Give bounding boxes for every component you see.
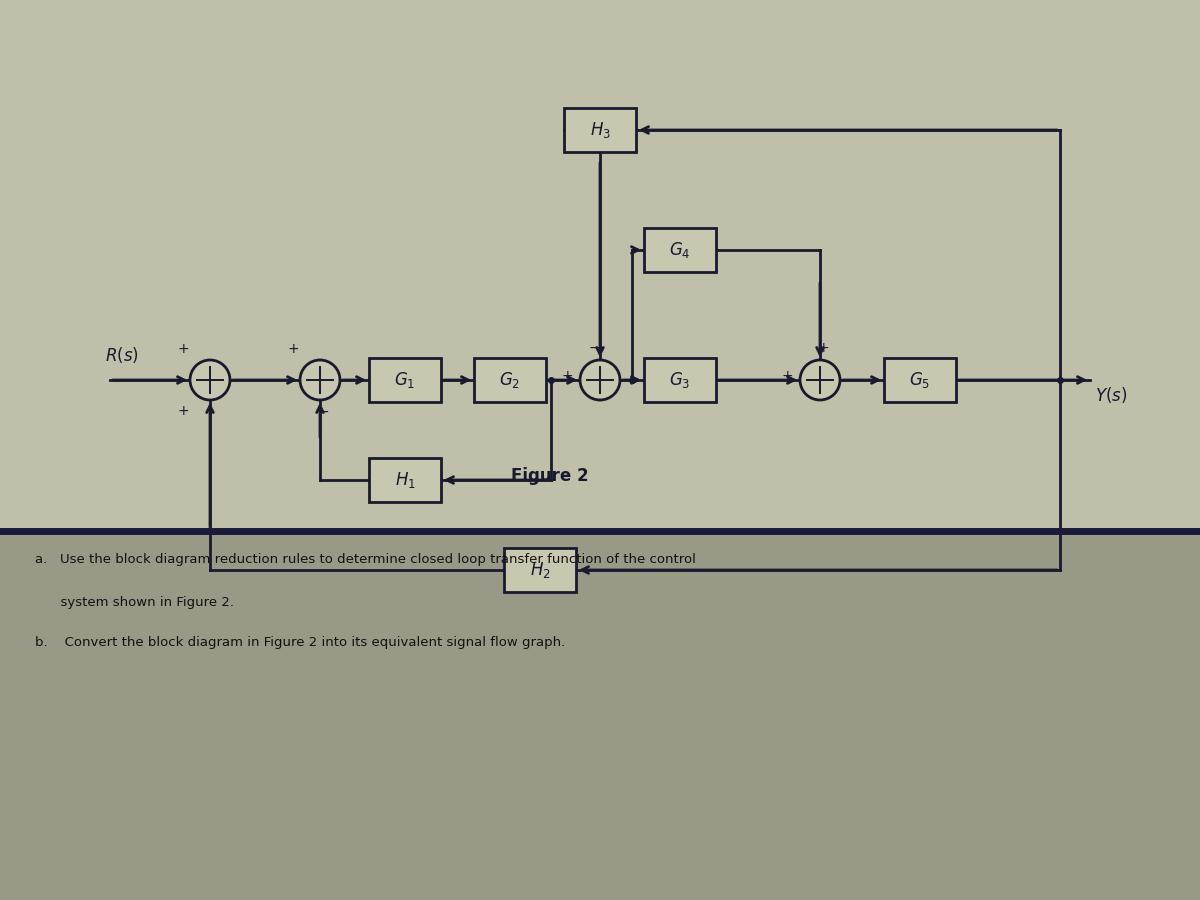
Text: $G_2$: $G_2$ [499,370,521,390]
Text: $H_1$: $H_1$ [395,470,415,490]
Text: $G_3$: $G_3$ [670,370,691,390]
Bar [644,228,716,272]
Bar [370,358,442,402]
Circle shape [800,360,840,400]
Text: −: − [588,341,600,355]
Text: $Y(s)$: $Y(s)$ [1096,385,1127,405]
Bar [504,548,576,592]
Text: +: + [287,342,299,356]
Text: $G_4$: $G_4$ [670,240,691,260]
Circle shape [300,360,340,400]
Text: $H_3$: $H_3$ [589,120,611,140]
Text: +: + [781,369,793,383]
Bar [564,108,636,152]
Text: −: − [317,405,329,419]
Text: +: + [178,404,188,418]
Bar [0,531,1200,900]
Bar [474,358,546,402]
Text: $G_5$: $G_5$ [910,370,931,390]
Text: $G_1$: $G_1$ [395,370,415,390]
Text: +: + [178,342,188,356]
Text: $R(s)$: $R(s)$ [106,345,139,365]
Text: system shown in Figure 2.: system shown in Figure 2. [35,596,234,609]
Text: a.   Use the block diagram reduction rules to determine closed loop transfer fun: a. Use the block diagram reduction rules… [35,553,696,566]
Bar [644,358,716,402]
Text: +: + [562,369,574,383]
Text: +: + [817,341,829,355]
Bar [370,458,442,502]
Text: b.    Convert the block diagram in Figure 2 into its equivalent signal flow grap: b. Convert the block diagram in Figure 2… [35,636,565,649]
Circle shape [580,360,620,400]
Circle shape [190,360,230,400]
Text: Figure 2: Figure 2 [511,467,589,485]
Text: $H_2$: $H_2$ [529,560,551,580]
Bar [884,358,956,402]
